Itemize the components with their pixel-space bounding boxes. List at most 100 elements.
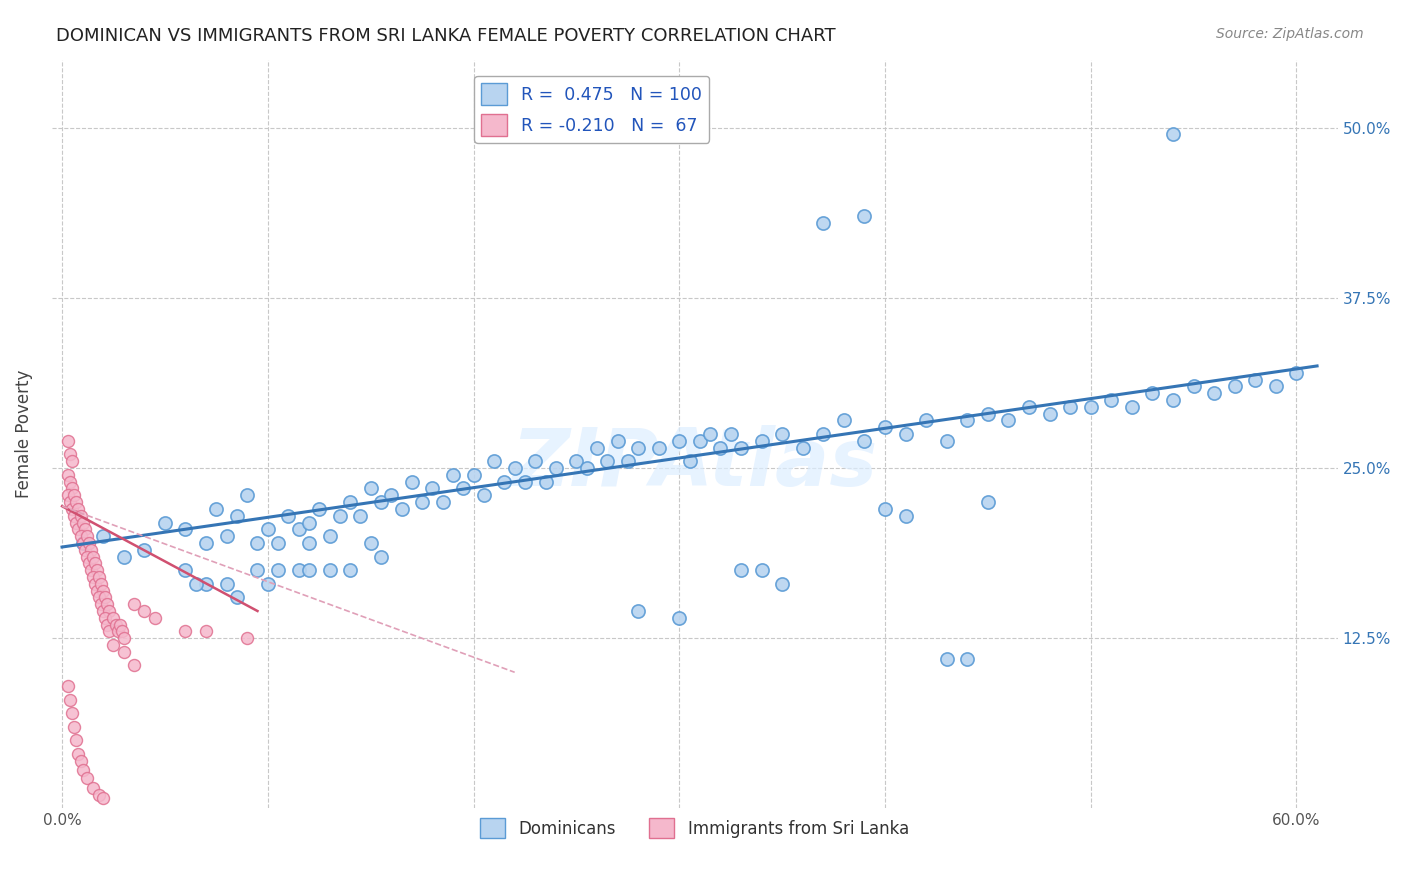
Point	[1285, 366, 1308, 380]
Point	[256, 522, 278, 536]
Point	[87, 570, 110, 584]
Point	[1161, 128, 1184, 142]
Point	[236, 488, 259, 502]
Point	[205, 502, 228, 516]
Point	[72, 764, 94, 778]
Point	[86, 583, 108, 598]
Point	[63, 720, 86, 734]
Point	[451, 482, 474, 496]
Point	[422, 482, 444, 496]
Point	[86, 563, 108, 577]
Point	[91, 790, 114, 805]
Point	[174, 624, 197, 639]
Point	[236, 632, 259, 646]
Point	[76, 772, 98, 786]
Point	[689, 434, 711, 448]
Point	[977, 495, 1000, 509]
Point	[80, 563, 103, 577]
Point	[98, 624, 121, 639]
Point	[391, 502, 413, 516]
Point	[482, 454, 505, 468]
Point	[401, 475, 423, 489]
Point	[84, 557, 107, 571]
Point	[1142, 386, 1164, 401]
Point	[98, 604, 121, 618]
Point	[894, 427, 917, 442]
Point	[935, 651, 957, 665]
Point	[215, 576, 238, 591]
Point	[1204, 386, 1226, 401]
Point	[813, 216, 835, 230]
Point	[751, 434, 773, 448]
Point	[370, 549, 392, 564]
Point	[63, 508, 86, 523]
Point	[67, 522, 90, 536]
Text: ZIPAtlas: ZIPAtlas	[512, 425, 877, 503]
Point	[76, 549, 98, 564]
Legend: Dominicans, Immigrants from Sri Lanka: Dominicans, Immigrants from Sri Lanka	[474, 812, 915, 845]
Point	[103, 611, 125, 625]
Point	[349, 508, 371, 523]
Point	[575, 461, 598, 475]
Point	[77, 536, 100, 550]
Point	[730, 441, 752, 455]
Point	[1244, 373, 1267, 387]
Point	[134, 604, 156, 618]
Point	[380, 488, 402, 502]
Point	[1182, 379, 1205, 393]
Point	[256, 576, 278, 591]
Point	[112, 645, 135, 659]
Point	[813, 427, 835, 442]
Point	[770, 576, 793, 591]
Point	[627, 604, 650, 618]
Point	[751, 563, 773, 577]
Point	[339, 495, 361, 509]
Point	[67, 502, 90, 516]
Point	[329, 508, 352, 523]
Point	[246, 536, 269, 550]
Point	[77, 557, 100, 571]
Point	[308, 502, 330, 516]
Point	[360, 536, 382, 550]
Point	[82, 549, 104, 564]
Point	[94, 611, 117, 625]
Point	[586, 441, 609, 455]
Point	[997, 413, 1019, 427]
Point	[195, 536, 218, 550]
Point	[873, 420, 896, 434]
Point	[91, 604, 114, 618]
Point	[1099, 392, 1122, 407]
Point	[91, 529, 114, 543]
Point	[82, 570, 104, 584]
Point	[853, 209, 876, 223]
Text: Source: ZipAtlas.com: Source: ZipAtlas.com	[1216, 27, 1364, 41]
Point	[370, 495, 392, 509]
Point	[513, 475, 536, 489]
Point	[84, 576, 107, 591]
Point	[69, 529, 91, 543]
Point	[60, 454, 83, 468]
Point	[72, 536, 94, 550]
Point	[699, 427, 721, 442]
Point	[65, 495, 87, 509]
Point	[104, 617, 127, 632]
Point	[73, 522, 96, 536]
Point	[80, 542, 103, 557]
Point	[60, 482, 83, 496]
Point	[63, 488, 86, 502]
Point	[174, 563, 197, 577]
Point	[58, 488, 80, 502]
Point	[122, 597, 145, 611]
Point	[617, 454, 640, 468]
Point	[107, 624, 129, 639]
Point	[494, 475, 516, 489]
Point	[668, 611, 690, 625]
Point	[596, 454, 619, 468]
Point	[69, 754, 91, 768]
Point	[503, 461, 526, 475]
Point	[58, 679, 80, 693]
Point	[1018, 400, 1040, 414]
Point	[606, 434, 628, 448]
Point	[59, 475, 82, 489]
Point	[60, 502, 83, 516]
